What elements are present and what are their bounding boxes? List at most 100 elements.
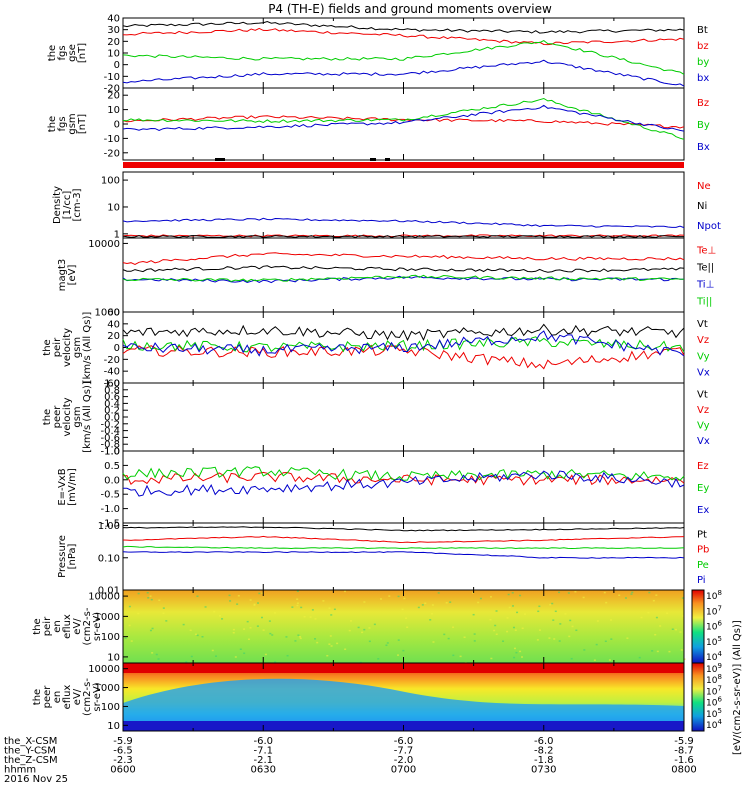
y-tick-label: -10 xyxy=(104,72,120,83)
footer-cell: -6.0 xyxy=(534,736,554,747)
footer-cell: -6.5 xyxy=(113,746,133,757)
legend-ti: Ti⊥ xyxy=(696,279,714,290)
spectrogram-speckle xyxy=(130,640,133,642)
y-axis-label-line: sr-eV) xyxy=(92,612,103,641)
y-tick-label: 1 xyxy=(114,229,120,240)
spectrogram-speckle xyxy=(299,636,302,638)
spectrogram-speckle xyxy=(221,618,224,620)
legend-ey: Ey xyxy=(697,483,709,494)
spectrogram-speckle xyxy=(449,601,452,603)
spectrogram-speckle xyxy=(548,637,551,639)
spectrogram-speckle xyxy=(264,653,267,656)
spectrogram-speckle xyxy=(511,592,514,594)
y-axis-label-line: the xyxy=(47,116,58,132)
spectrogram-speckle xyxy=(675,628,678,631)
status-mark xyxy=(370,158,376,161)
y-axis-label-line: velocity xyxy=(62,328,73,367)
series-line-ex xyxy=(122,470,685,497)
series-line-bz xyxy=(122,27,685,46)
spectrogram-speckle xyxy=(536,639,539,641)
spectrogram-speckle xyxy=(146,592,149,594)
spectrogram-speckle xyxy=(571,625,574,628)
spectrogram-speckle xyxy=(610,619,613,621)
y-axis-label-line: peer xyxy=(52,405,63,429)
y-tick-label: 30 xyxy=(107,25,120,36)
y-tick-label: 0.5 xyxy=(104,461,120,472)
y-tick-label: 1.0 xyxy=(104,379,120,390)
colorbar-tick: 106 xyxy=(706,620,722,633)
spectrogram-speckle xyxy=(377,658,380,660)
spectrogram-speckle xyxy=(196,634,199,637)
footer-row-label: the_Z-CSM xyxy=(4,755,58,766)
spectrogram-speckle xyxy=(388,595,391,597)
series-line-bx xyxy=(122,59,685,87)
series-line-pb xyxy=(122,535,685,544)
y-tick-label: 0.8 xyxy=(104,385,120,396)
spectrogram-speckle xyxy=(473,640,476,642)
y-axis-label: Pressure [nPa] xyxy=(57,535,78,578)
y-tick-label: 0 xyxy=(114,343,120,354)
spectrogram-speckle xyxy=(219,615,222,617)
legend-te: Te⊥ xyxy=(696,245,716,256)
spectrogram-speckle xyxy=(604,640,607,643)
spectrogram-speckle xyxy=(506,617,509,619)
y-axis-label-line: gsm xyxy=(72,337,83,358)
y-axis-label-line: [eV] xyxy=(67,265,78,286)
spectrogram-speckle xyxy=(511,605,514,607)
y-tick-label: 100 xyxy=(101,702,120,713)
spectrogram-speckle xyxy=(291,606,294,608)
y-axis-label: E=-VxB [mV/m] xyxy=(57,468,78,506)
spectrogram-speckle xyxy=(683,658,686,660)
spectrogram-speckle xyxy=(574,590,577,593)
y-axis-label-line: sr-eV) xyxy=(92,682,103,711)
legend-bz: bz xyxy=(697,41,709,52)
y-tick-label: 20 xyxy=(107,331,120,342)
legend-vt: Vt xyxy=(697,319,708,330)
spectrogram-speckle xyxy=(568,635,571,638)
spectrogram-speckle xyxy=(479,597,482,600)
panel-9: 10000 1000 100 10 the peir en eflux eV/(cm2-s-sr… xyxy=(32,589,722,665)
spectrogram-speckle xyxy=(472,592,475,594)
legend-pt: Pt xyxy=(697,529,707,540)
spectrogram-speckle xyxy=(648,591,651,594)
panel-2: 20 10 0 -10 -20 the fgs gsm [nT] Bz By Bx xyxy=(47,87,710,161)
spectrogram-speckle xyxy=(655,594,658,596)
spectrogram-speckle xyxy=(128,605,131,608)
footer-row-label: the_X-CSM xyxy=(4,736,57,747)
spectrogram-speckle xyxy=(506,630,509,633)
spectrogram-speckle xyxy=(595,643,598,646)
legend-te: Te|| xyxy=(696,262,714,273)
spectrogram-speckle xyxy=(654,633,657,636)
spectrogram-speckle xyxy=(232,631,235,634)
spectrogram-speckle xyxy=(570,657,573,660)
y-tick-label: 1000 xyxy=(95,308,120,319)
y-tick-label: -1.5 xyxy=(100,519,120,530)
spectrogram-speckle xyxy=(605,601,608,604)
footer-cell: -5.9 xyxy=(113,736,133,747)
spectrogram-speckle xyxy=(344,648,347,650)
spectrogram-speckle xyxy=(246,620,249,623)
spectrogram-speckle xyxy=(495,633,498,635)
series-line-pe xyxy=(122,545,685,550)
series-line-pi xyxy=(122,551,685,559)
series-line-ez xyxy=(122,471,685,486)
y-axis-label-line: [mV/m] xyxy=(67,468,78,506)
y-axis-label: Density [1/cc] [cm-3] xyxy=(52,186,83,224)
footer-cell: 0630 xyxy=(251,765,276,776)
spectrogram-speckle xyxy=(182,623,185,626)
y-axis-label-line: Pressure xyxy=(57,535,68,578)
spectrogram-speckle xyxy=(549,603,552,606)
spectrogram-speckle xyxy=(553,638,556,640)
spectrogram-speckle xyxy=(477,601,480,604)
spectrogram-speckle xyxy=(520,656,523,658)
y-axis-label: the peer en eflux eV/(cm2-s-sr-eV) xyxy=(32,678,103,716)
y-axis-label-line: peir xyxy=(42,616,53,636)
y-tick-label: 10 xyxy=(107,721,120,732)
y-tick-label: -20 xyxy=(104,148,120,159)
y-axis-label-line: the xyxy=(42,409,53,425)
spectrogram-speckle xyxy=(330,614,333,616)
spectrogram-speckle xyxy=(582,596,585,599)
y-axis-label: the fgs gse [nT] xyxy=(47,43,88,63)
series-line-vz xyxy=(122,344,685,370)
spectrogram-speckle xyxy=(228,594,231,597)
